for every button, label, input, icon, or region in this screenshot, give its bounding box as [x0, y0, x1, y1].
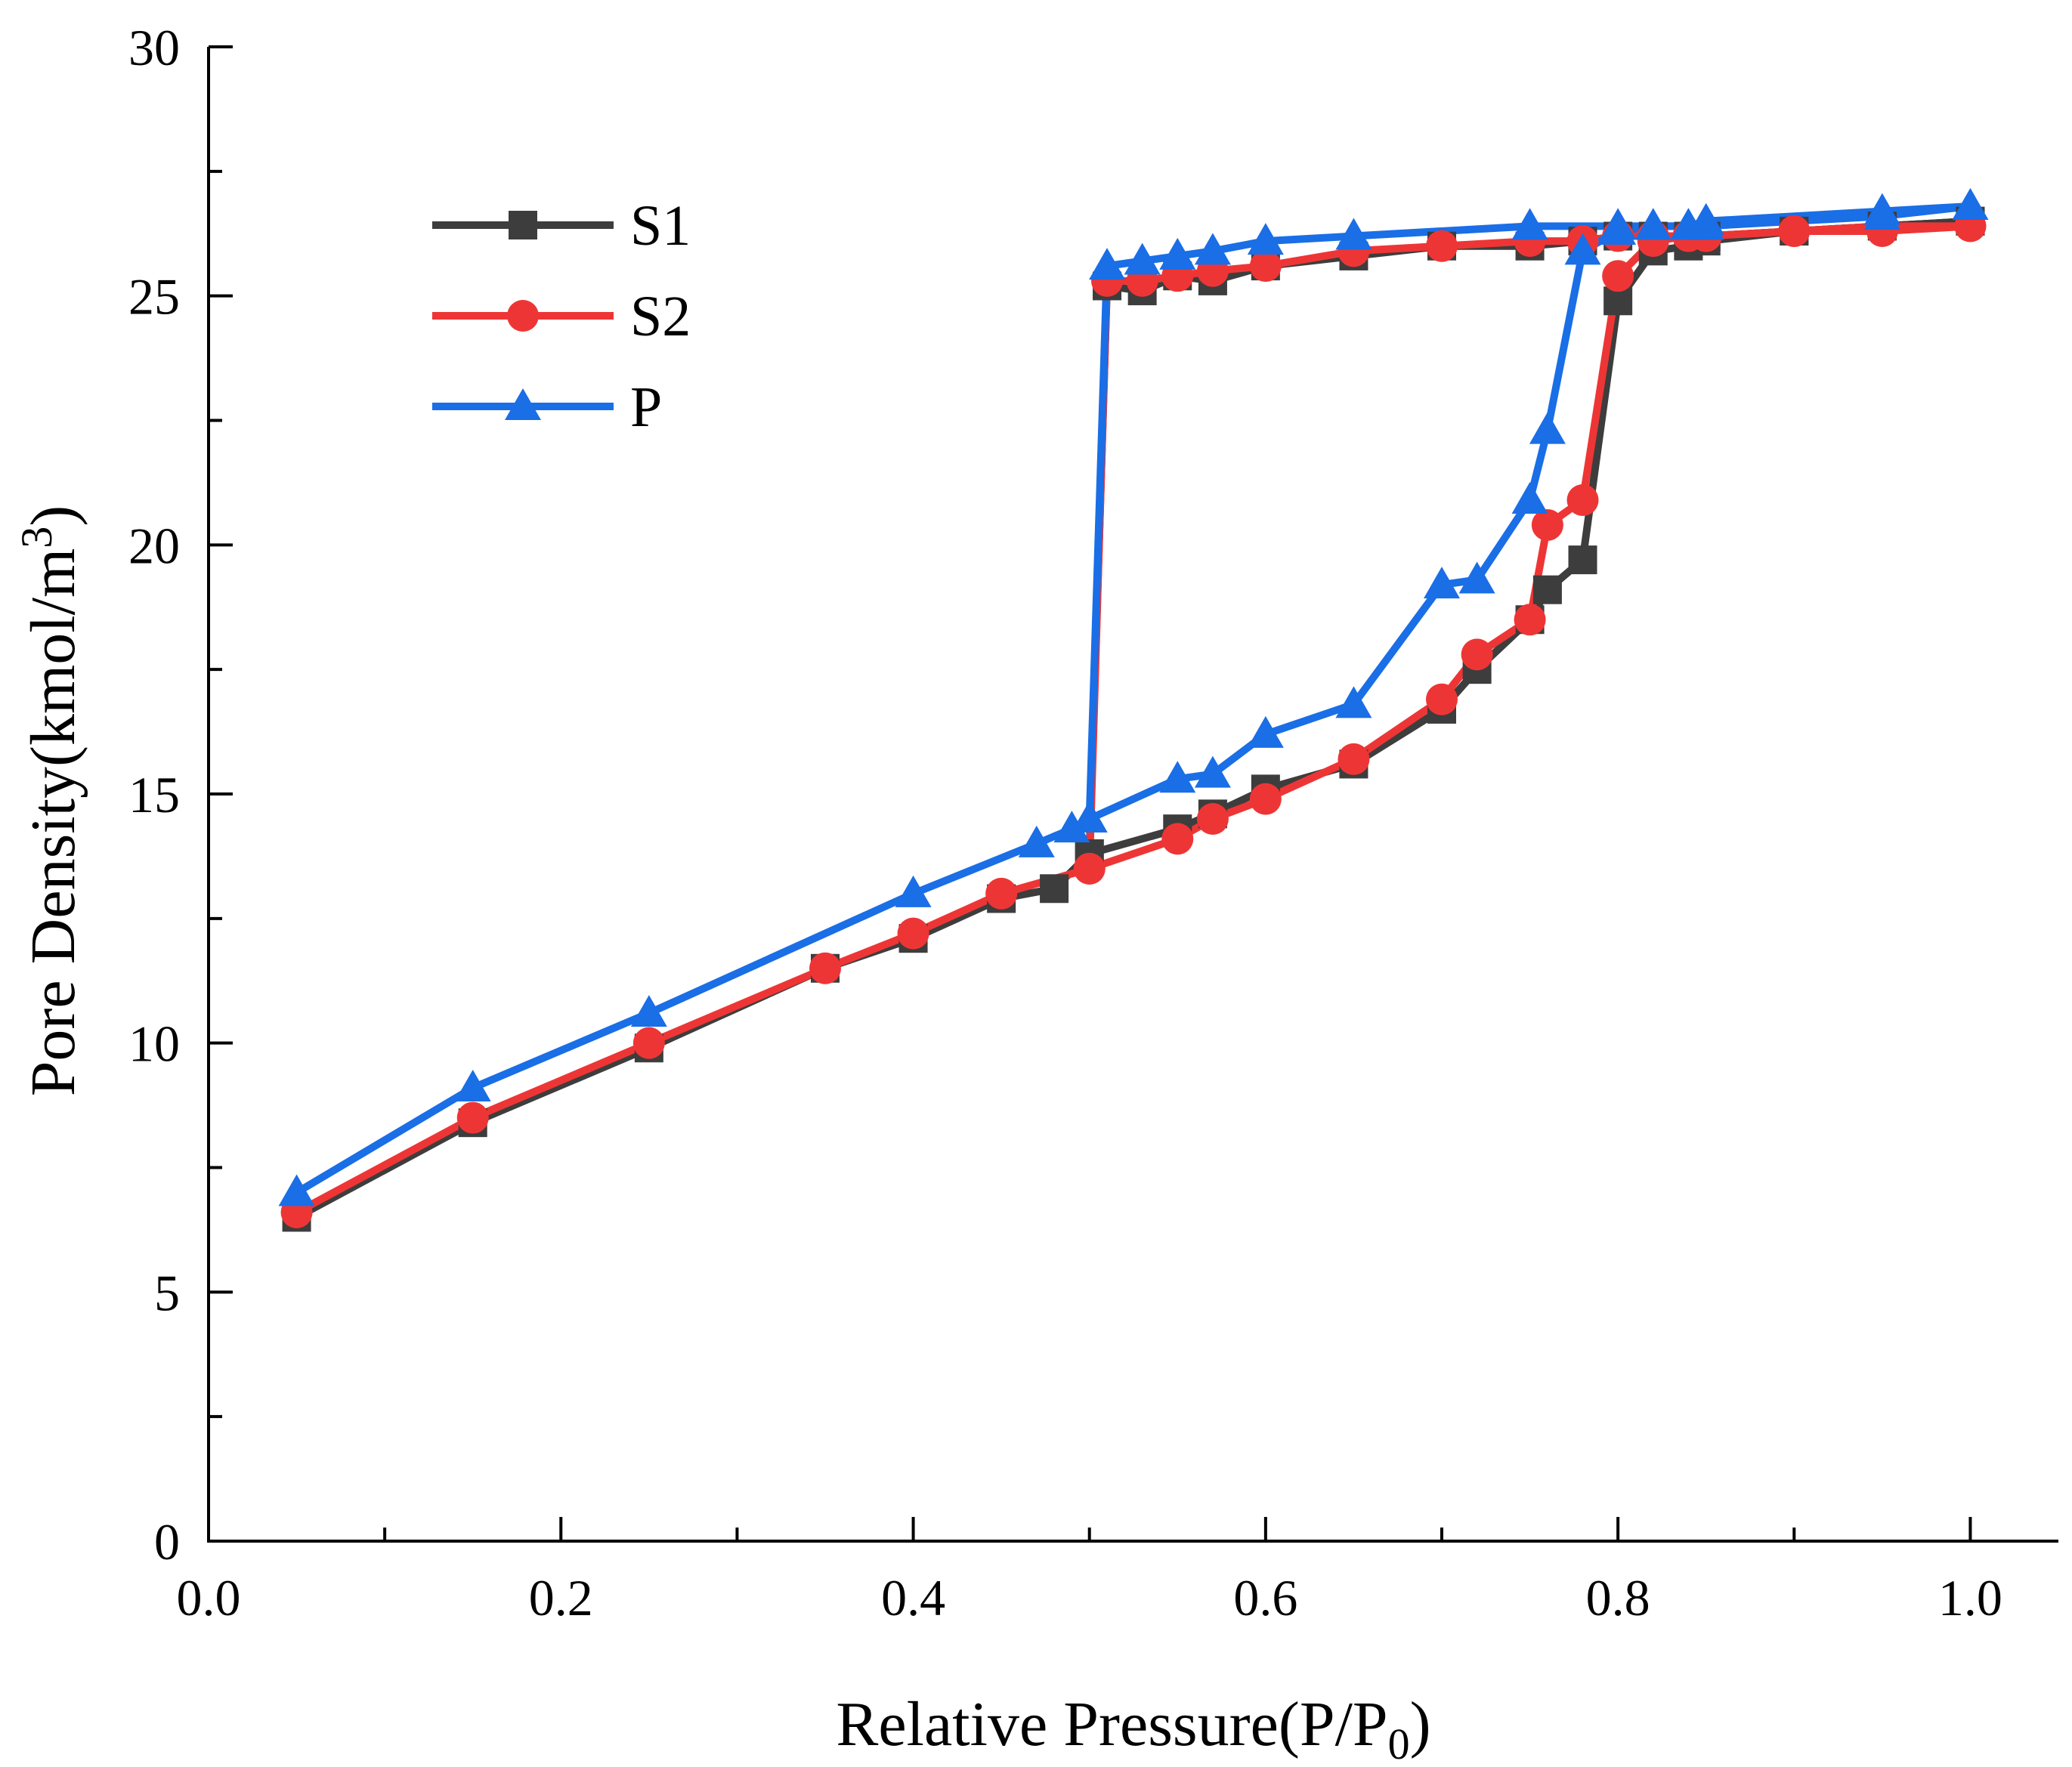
- series-p-point: [1247, 223, 1284, 255]
- legend: S1 S2 P: [432, 194, 691, 439]
- legend-s2-marker: [507, 300, 539, 332]
- plot-lines: [295, 202, 1971, 1221]
- series-s2-point: [1461, 638, 1493, 671]
- y-tick-label: 0: [154, 1513, 180, 1571]
- plot-markers: [278, 187, 1989, 1232]
- series-s1-point: [1040, 874, 1069, 904]
- series-s2-point: [1566, 483, 1599, 516]
- series-p-line-adsorption: [295, 202, 1971, 1196]
- y-tick-label: 15: [128, 766, 180, 823]
- series-p-point: [1670, 208, 1707, 240]
- series-s2-point: [1426, 683, 1458, 715]
- series-p-point: [1564, 233, 1601, 265]
- series-s2-point: [809, 952, 841, 984]
- series-p-point: [1600, 208, 1637, 240]
- series-s2-point: [1161, 823, 1194, 855]
- series-s2-point: [456, 1101, 489, 1134]
- x-tick-label: 0.8: [1586, 1569, 1650, 1626]
- series-p-point: [1247, 715, 1284, 748]
- series-p-point: [1424, 567, 1460, 599]
- series-p-point: [1863, 198, 1900, 230]
- series-p-point: [1053, 811, 1090, 843]
- series-s2-point: [1778, 215, 1811, 247]
- series-s2-point: [1531, 508, 1563, 541]
- series-p-point: [454, 1070, 491, 1102]
- series-p-point: [1529, 412, 1566, 444]
- series-p-point: [630, 995, 667, 1027]
- x-tick-label: 1.0: [1938, 1569, 2002, 1626]
- y-axis-title: Pore Density(kmol/m3): [12, 505, 88, 1097]
- axes: 0.0 0.2 0.4 0.6 0.8 1.0 0 5 10 15 20 25 30: [128, 19, 2058, 1626]
- series-s2-point: [1602, 260, 1634, 292]
- series-p-point: [1335, 686, 1372, 718]
- series-s2-point: [1338, 743, 1370, 775]
- series-p-point: [1458, 561, 1495, 594]
- series-s2-point: [985, 877, 1018, 910]
- series-s2-point: [632, 1027, 665, 1059]
- series-p-point: [1018, 825, 1055, 857]
- series-s1-point: [1532, 575, 1562, 604]
- y-tick-label: 30: [128, 19, 180, 76]
- series-p-point: [1511, 481, 1548, 514]
- series-p-point: [1194, 755, 1231, 788]
- series-s2-point: [1196, 802, 1229, 835]
- legend-p-marker: [505, 388, 541, 420]
- legend-p-label: P: [630, 375, 662, 439]
- series-p-point: [895, 875, 932, 907]
- legend-s2-label: S2: [630, 285, 691, 348]
- x-tick-label: 0.4: [881, 1569, 945, 1626]
- legend-s1-marker: [509, 211, 537, 239]
- series-p-point: [1634, 208, 1672, 240]
- x-tick-label: 0.2: [529, 1569, 593, 1626]
- series-p-point: [1159, 761, 1196, 793]
- series-s2-point: [897, 917, 929, 950]
- series-s1-line-adsorption: [295, 217, 1971, 1221]
- x-tick-label: 0.0: [177, 1569, 241, 1626]
- x-tick-label: 0.6: [1233, 1569, 1297, 1626]
- y-tick-label: 10: [128, 1015, 180, 1073]
- series-s2-point: [1514, 604, 1546, 636]
- y-tick-label: 25: [128, 268, 180, 326]
- x-axis-title: Relative Pressure(P/P0): [836, 1689, 1430, 1767]
- series-s2-line-adsorption: [295, 222, 1971, 1216]
- series-p-point: [1071, 800, 1108, 833]
- series-s2-point: [1249, 250, 1282, 283]
- series-p-point: [1952, 187, 1989, 220]
- y-tick-label: 20: [128, 517, 180, 574]
- series-p-point: [1124, 242, 1161, 275]
- series-p-point: [1089, 248, 1126, 280]
- series-p-point: [278, 1174, 315, 1206]
- series-p-point: [1511, 208, 1548, 240]
- series-s2-point: [1426, 230, 1458, 262]
- series-s1-line-desorption: [1085, 217, 1971, 854]
- series-p-point: [1194, 233, 1231, 265]
- series-s1-point: [1568, 545, 1597, 575]
- series-p-point: [1159, 237, 1196, 270]
- series-p-point: [1335, 218, 1372, 250]
- legend-s1-label: S1: [630, 194, 691, 258]
- y-tick-label: 5: [154, 1264, 180, 1321]
- series-s2-point: [1073, 852, 1106, 885]
- series-s2-point: [1249, 783, 1282, 815]
